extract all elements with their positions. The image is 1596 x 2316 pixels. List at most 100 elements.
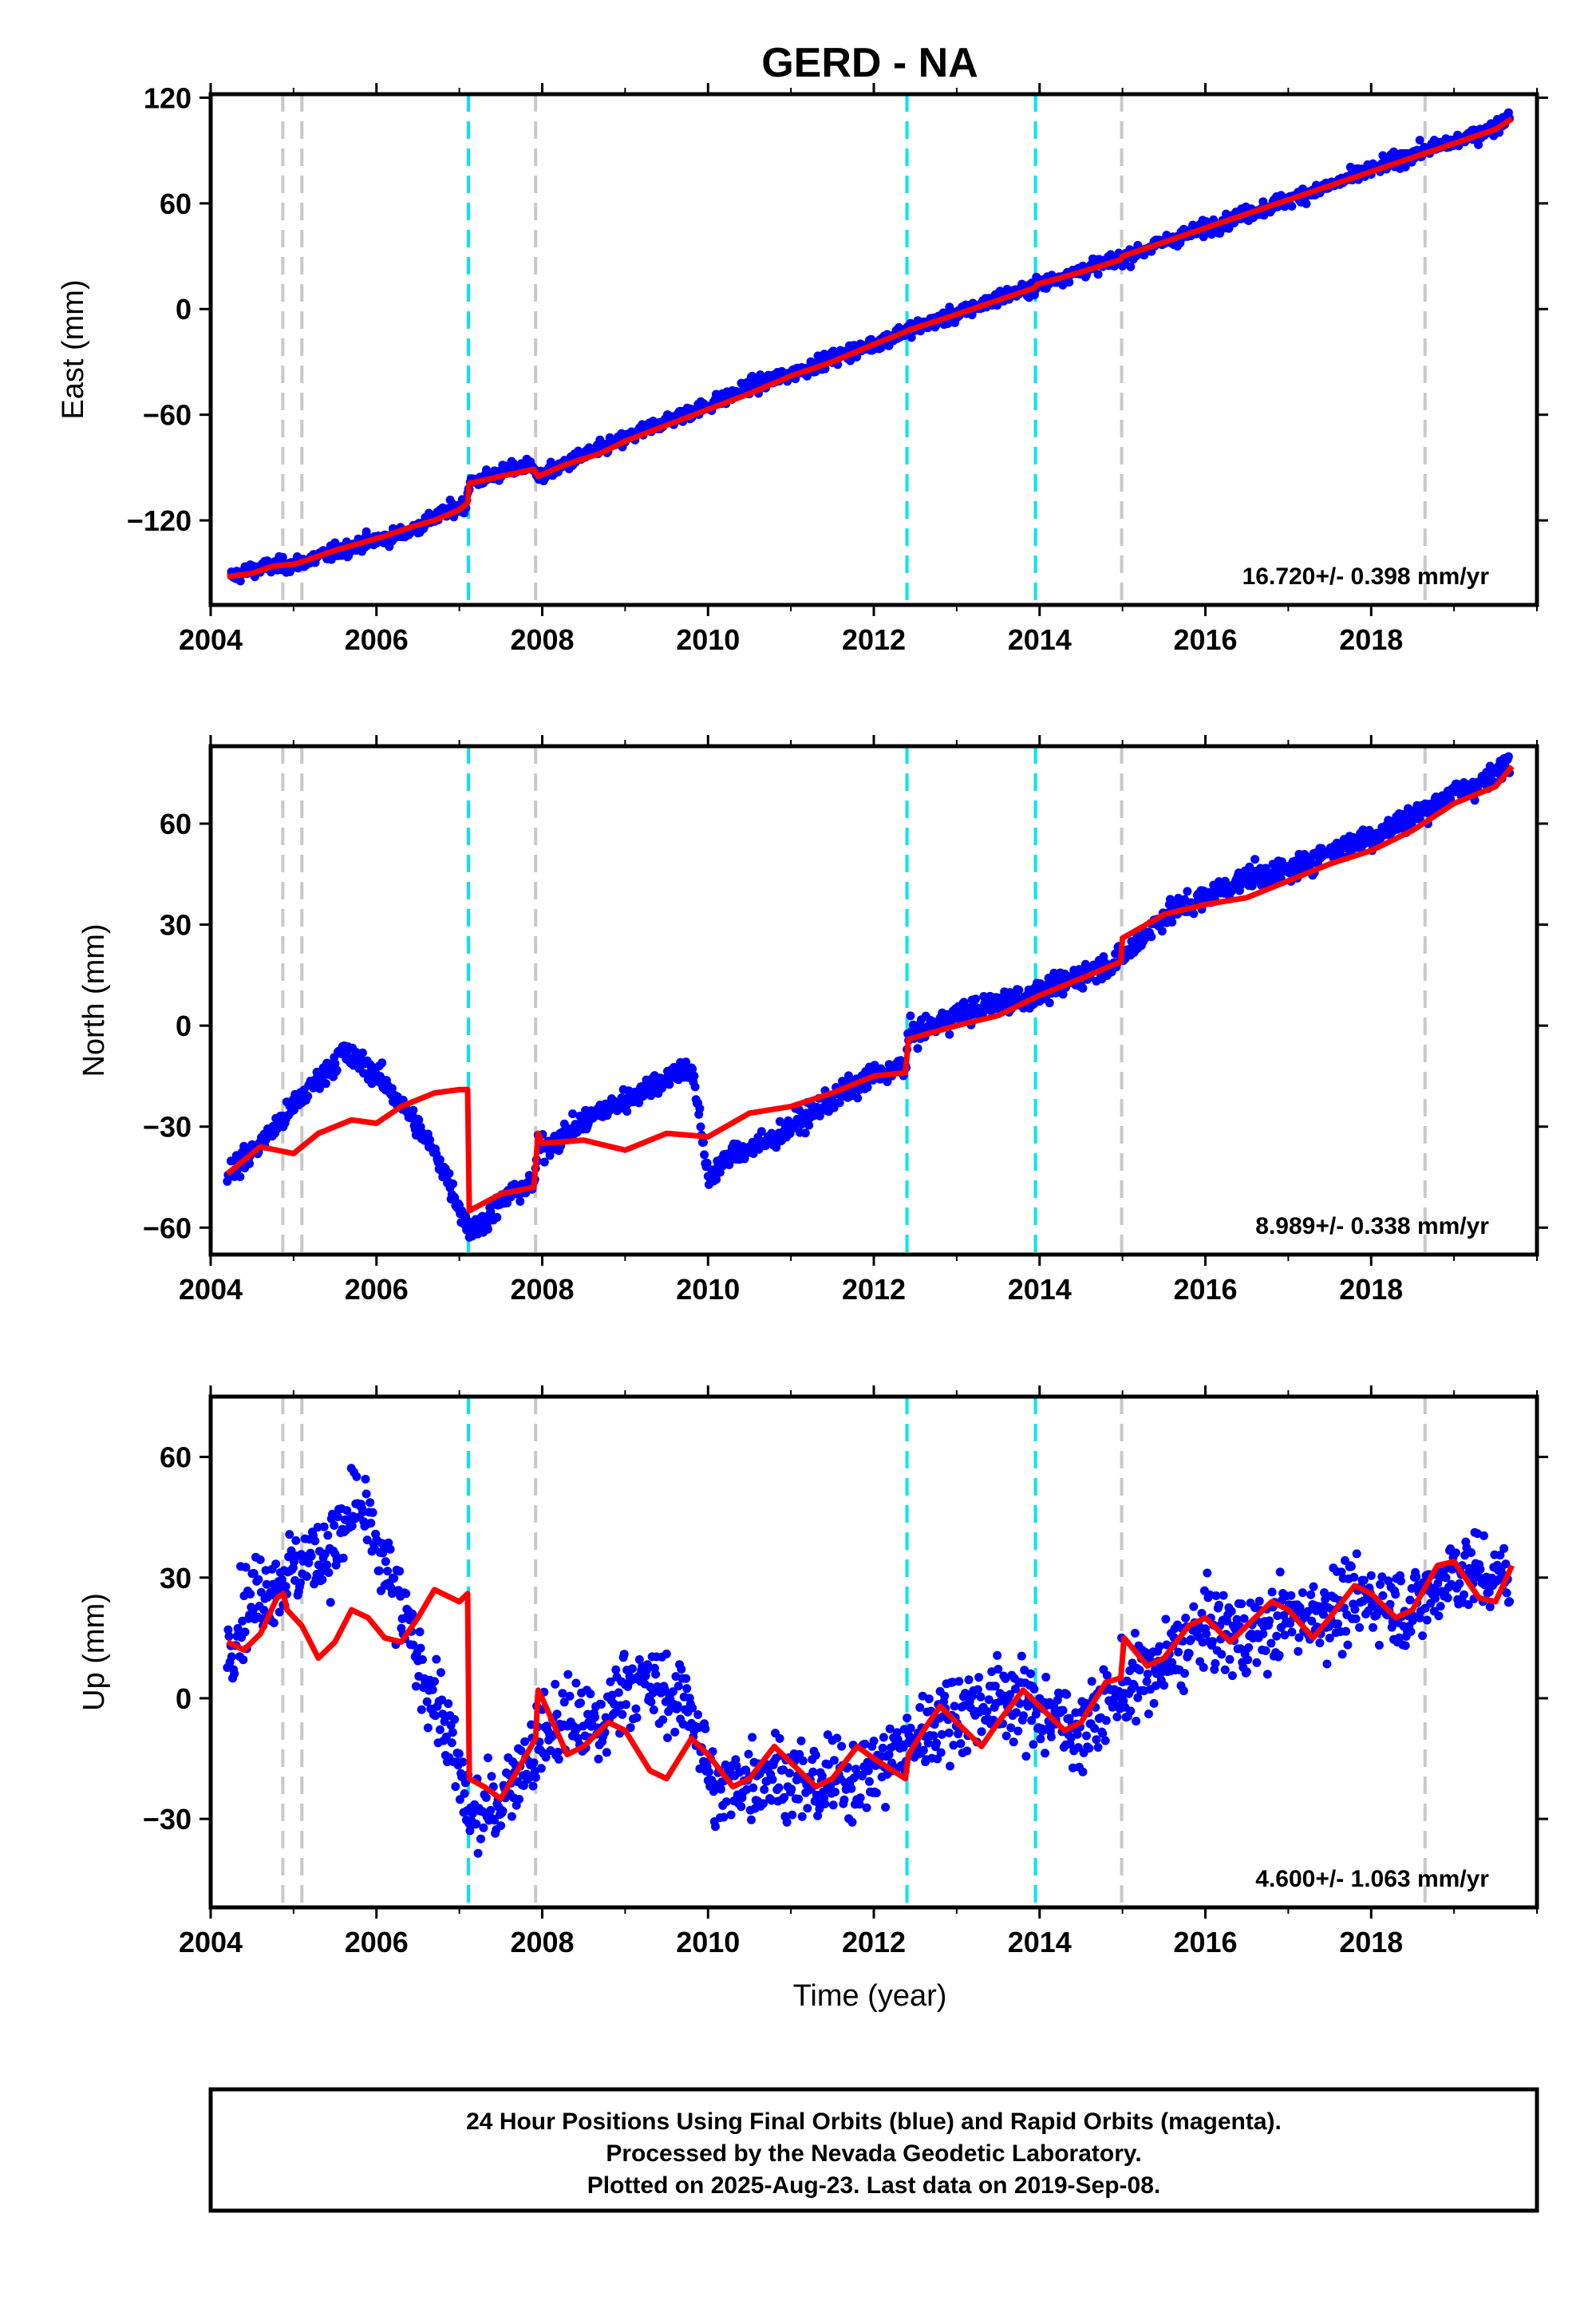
data-point <box>1232 1614 1242 1624</box>
data-point <box>303 1092 313 1101</box>
data-point <box>291 1535 301 1545</box>
data-point <box>944 1728 954 1737</box>
data-point <box>908 1020 918 1030</box>
data-point <box>606 1677 615 1686</box>
rate-label: 4.600+/- 1.063 mm/yr <box>1255 1866 1489 1892</box>
data-point <box>1014 986 1024 995</box>
data-point <box>879 1733 888 1742</box>
data-point <box>1130 1628 1140 1638</box>
data-point <box>1349 1572 1359 1582</box>
data-point <box>1126 262 1136 271</box>
data-point <box>1366 1571 1376 1580</box>
data-point <box>1307 1616 1317 1626</box>
data-point <box>1023 1701 1033 1711</box>
data-point <box>515 1795 524 1804</box>
data-point <box>1294 1646 1303 1656</box>
y-tick-label: 0 <box>176 1010 192 1042</box>
data-point <box>414 1115 424 1124</box>
data-point <box>483 1224 492 1234</box>
data-point <box>1227 1607 1236 1616</box>
data-point <box>663 1733 672 1742</box>
data-point <box>347 1521 357 1531</box>
data-point <box>1497 1569 1507 1579</box>
data-point <box>417 1705 426 1714</box>
data-point <box>1186 1634 1195 1644</box>
data-point <box>737 1802 746 1812</box>
data-point <box>539 1157 549 1167</box>
data-point <box>1499 1543 1509 1553</box>
data-point <box>906 1723 915 1733</box>
data-point <box>385 1544 395 1554</box>
data-point <box>1280 1630 1290 1640</box>
data-point <box>246 1589 255 1599</box>
data-point <box>1476 1564 1485 1574</box>
plot-area <box>223 746 1515 1255</box>
data-point <box>281 1582 290 1591</box>
x-tick-label: 2018 <box>1339 1273 1403 1306</box>
data-point <box>1318 1610 1328 1619</box>
data-point <box>1422 1615 1432 1625</box>
data-point <box>800 1128 810 1138</box>
data-point <box>726 1810 736 1820</box>
data-point <box>1012 1708 1021 1717</box>
x-tick-label: 2006 <box>345 1926 409 1958</box>
data-point <box>892 1728 902 1737</box>
data-point <box>614 1688 623 1697</box>
data-point <box>379 1545 389 1555</box>
data-point <box>411 1682 421 1691</box>
y-tick-label: 30 <box>160 1562 192 1595</box>
data-point <box>1155 1642 1164 1651</box>
data-point <box>448 1179 457 1188</box>
rate-label: 16.720+/- 0.398 mm/yr <box>1242 563 1490 590</box>
data-point <box>1100 1736 1110 1745</box>
data-point <box>721 1797 731 1807</box>
data-point <box>1287 1627 1297 1637</box>
data-point <box>1151 1681 1160 1690</box>
data-point <box>1451 1548 1460 1558</box>
data-point <box>1065 278 1074 287</box>
panel-frame <box>208 744 1539 1257</box>
y-tick-label: 60 <box>160 808 192 840</box>
data-point <box>808 1767 818 1777</box>
data-point <box>699 1137 708 1147</box>
data-point <box>441 1732 451 1741</box>
y-tick-label: 120 <box>144 81 192 114</box>
data-point <box>913 1044 922 1053</box>
data-point <box>1303 1607 1313 1616</box>
data-point <box>1227 1671 1237 1681</box>
data-point <box>1351 1614 1361 1623</box>
data-point <box>430 1677 439 1686</box>
data-point <box>271 1559 281 1569</box>
data-point <box>1243 1655 1253 1665</box>
data-point <box>1355 1622 1365 1632</box>
data-point <box>670 1727 680 1737</box>
data-point <box>700 1150 709 1160</box>
data-point <box>915 1703 925 1712</box>
data-point <box>1502 1588 1511 1598</box>
data-point <box>627 1664 637 1674</box>
data-point <box>1503 752 1513 761</box>
data-point <box>498 1806 508 1816</box>
x-tick-label: 2012 <box>842 1273 906 1306</box>
data-point <box>1132 1717 1141 1726</box>
data-point <box>310 1536 320 1546</box>
x-tick-label: 2014 <box>1008 623 1072 656</box>
data-point <box>1315 1638 1325 1648</box>
data-point <box>839 1795 849 1804</box>
data-point <box>1325 1634 1334 1642</box>
data-point <box>693 1710 703 1719</box>
data-point <box>837 1741 847 1751</box>
data-point <box>1396 1576 1405 1586</box>
y-tick-label: −60 <box>143 399 192 432</box>
data-point <box>444 1168 454 1178</box>
data-point <box>1258 1629 1268 1638</box>
data-point <box>803 1804 812 1813</box>
data-point <box>245 1159 254 1168</box>
data-point <box>1220 1665 1230 1674</box>
data-point <box>940 1691 950 1701</box>
panel-frame <box>208 1394 1539 1910</box>
y-tick-label: −30 <box>143 1803 192 1836</box>
data-point <box>1073 1729 1082 1739</box>
data-point <box>794 1794 804 1804</box>
data-point <box>602 1748 611 1757</box>
